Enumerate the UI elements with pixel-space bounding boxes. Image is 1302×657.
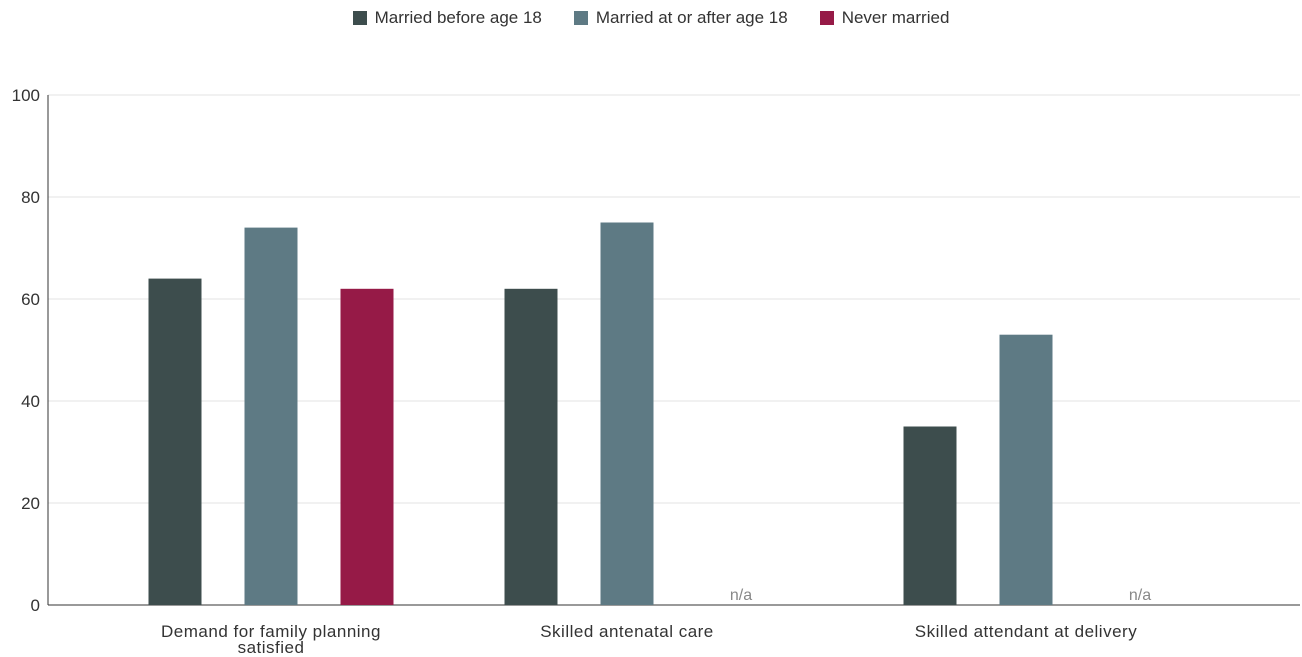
legend-item: Married before age 18 <box>352 8 542 28</box>
bar <box>999 334 1053 605</box>
legend-label: Married before age 18 <box>374 8 542 27</box>
legend-swatch <box>819 11 834 25</box>
x-category-label: Demand for family planning <box>161 622 381 641</box>
bar <box>600 222 654 605</box>
x-category-label: Skilled antenatal care <box>540 622 714 641</box>
y-tick-label: 60 <box>21 290 40 309</box>
na-label: n/a <box>730 587 752 604</box>
y-tick-label: 80 <box>21 188 40 207</box>
bar <box>340 288 394 605</box>
y-tick-label: 40 <box>21 392 40 411</box>
y-tick-label: 0 <box>31 596 40 615</box>
legend-label: Never married <box>841 8 950 27</box>
legend-item: Never married <box>819 8 950 28</box>
na-label: n/a <box>1129 587 1151 604</box>
x-category-label: Skilled attendant at delivery <box>915 622 1137 641</box>
bar <box>903 426 957 605</box>
bar <box>244 227 298 605</box>
chart-legend: Married before age 18 Married at or after… <box>0 8 1302 28</box>
y-tick-label: 20 <box>21 494 40 513</box>
legend-swatch <box>573 11 588 25</box>
legend-swatch <box>352 11 367 25</box>
legend-label: Married at or after age 18 <box>595 8 788 27</box>
bar <box>504 288 558 605</box>
bar <box>148 278 202 605</box>
x-category-label: satisfied <box>238 638 305 657</box>
y-tick-label: 100 <box>12 86 40 105</box>
legend-item: Married at or after age 18 <box>573 8 788 28</box>
